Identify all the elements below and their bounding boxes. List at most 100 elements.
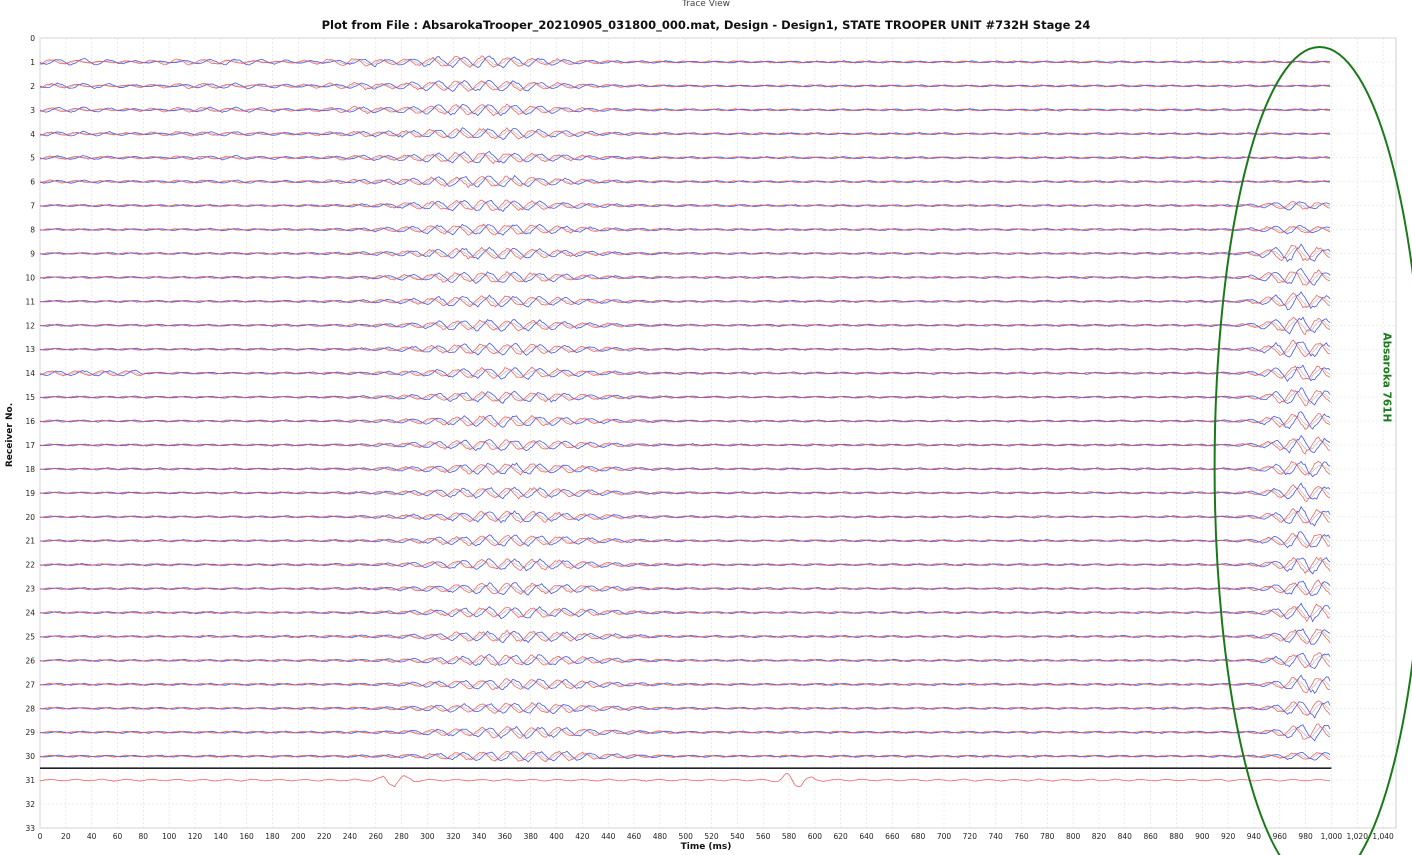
trace-receiver	[39, 291, 1331, 311]
x-tick-label: 800	[1066, 832, 1081, 841]
x-tick-label: 960	[1273, 832, 1288, 841]
red-component-trace	[39, 507, 1331, 524]
y-tick-label: 20	[25, 513, 35, 522]
blue-component-trace	[39, 243, 1331, 263]
x-tick-label: 940	[1247, 832, 1262, 841]
x-tick-label: 840	[1118, 832, 1133, 841]
y-tick-label: 8	[30, 226, 35, 235]
red-component-trace	[39, 316, 1331, 336]
red-component-trace	[39, 412, 1331, 430]
trace-receiver	[39, 579, 1331, 597]
x-tick-label: 540	[730, 832, 745, 841]
blue-component-trace	[39, 127, 1331, 141]
blue-component-trace	[39, 531, 1331, 549]
trace-receiver	[39, 674, 1331, 694]
blue-component-trace	[39, 557, 1331, 575]
trace-receiver	[39, 700, 1331, 719]
y-tick-label: 14	[25, 369, 35, 378]
x-tick-label: 280	[394, 832, 409, 841]
trace-receiver	[39, 127, 1331, 141]
x-tick-label: 780	[1040, 832, 1055, 841]
red-component-trace	[39, 80, 1331, 92]
y-tick-label: 18	[25, 465, 35, 474]
blue-component-trace	[39, 386, 1331, 406]
y-tick-label: 29	[25, 728, 35, 737]
blue-component-trace	[39, 223, 1331, 236]
x-tick-label: 60	[113, 832, 123, 841]
red-component-trace	[39, 700, 1331, 716]
blue-component-trace	[39, 411, 1331, 430]
x-tick-label: 1,040	[1372, 832, 1394, 841]
blue-component-trace	[39, 674, 1331, 694]
blue-component-trace	[39, 482, 1331, 500]
trace-receiver	[39, 199, 1331, 213]
x-tick-label: 320	[446, 832, 461, 841]
blue-component-trace	[39, 150, 1331, 164]
blue-component-trace	[39, 104, 1331, 117]
red-component-trace	[40, 244, 1331, 262]
x-tick-label: 500	[679, 832, 694, 841]
x-tick-label: 20	[61, 832, 71, 841]
blue-component-trace	[39, 652, 1331, 669]
x-tick-label: 640	[859, 832, 874, 841]
trace-receiver	[39, 556, 1331, 575]
x-tick-label: 760	[1014, 832, 1029, 841]
red-component-trace	[39, 773, 1331, 788]
trace-receiver	[39, 316, 1331, 336]
annotation: Absaroka 761H	[1213, 46, 1412, 855]
x-tick-label: 720	[963, 832, 978, 841]
x-tick-label: 220	[317, 832, 332, 841]
x-tick-label: 160	[239, 832, 254, 841]
x-tick-label: 920	[1221, 832, 1236, 841]
x-tick-label: 480	[653, 832, 668, 841]
x-tick-label: 0	[38, 832, 43, 841]
trace-receiver	[39, 150, 1331, 165]
trace-receiver	[39, 79, 1331, 92]
x-tick-label: 860	[1143, 832, 1158, 841]
blue-component-trace	[39, 341, 1331, 358]
red-component-trace	[39, 223, 1331, 236]
trace-receiver	[39, 628, 1331, 645]
red-component-trace	[39, 723, 1331, 740]
y-tick-label: 5	[30, 154, 35, 163]
x-tick-label: 40	[87, 832, 97, 841]
y-tick-label: 4	[30, 130, 35, 139]
grid	[39, 37, 1397, 829]
x-tick-label: 620	[834, 832, 849, 841]
y-tick-label: 0	[30, 34, 35, 43]
x-tick-label: 740	[988, 832, 1003, 841]
blue-component-trace	[39, 602, 1331, 623]
annotation-label: Absaroka 761H	[1381, 332, 1393, 422]
axes: 0 20 40 60 80 100 120 140 160 180 200 220 240 260 280 3…	[25, 34, 1394, 841]
x-tick-label: 180	[265, 832, 280, 841]
plot-area	[39, 37, 1397, 829]
y-tick-label: 13	[25, 345, 35, 354]
red-component-trace	[39, 103, 1331, 117]
trace-receiver	[39, 339, 1331, 358]
red-component-trace	[39, 127, 1331, 140]
y-tick-label: 15	[25, 393, 35, 402]
blue-component-trace	[39, 267, 1331, 286]
trace-receiver	[39, 652, 1331, 669]
x-tick-label: 260	[369, 832, 384, 841]
trace-receiver	[39, 434, 1331, 455]
x-tick-label: 600	[808, 832, 823, 841]
trace-receiver	[39, 174, 1331, 189]
red-component-trace	[39, 533, 1331, 549]
y-tick-label: 12	[25, 321, 35, 330]
x-tick-label: 900	[1195, 832, 1210, 841]
x-tick-label: 140	[214, 832, 229, 841]
trace-receiver	[39, 103, 1331, 117]
y-tick-label: 33	[25, 824, 35, 833]
y-tick-label: 11	[25, 297, 35, 306]
red-component-trace	[39, 676, 1331, 694]
red-component-trace	[39, 175, 1331, 189]
y-tick-label: 6	[30, 178, 35, 187]
red-component-trace	[39, 339, 1331, 358]
x-tick-label: 660	[885, 832, 900, 841]
blue-component-trace	[39, 580, 1331, 597]
trace-receiver	[39, 411, 1331, 430]
red-component-trace	[39, 484, 1331, 502]
trace-receiver	[39, 243, 1331, 263]
red-component-trace	[39, 269, 1331, 286]
